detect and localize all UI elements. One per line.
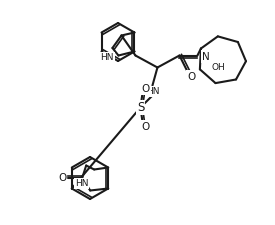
Text: OH: OH	[211, 63, 225, 72]
Text: HN: HN	[100, 53, 114, 62]
Text: O: O	[187, 72, 196, 81]
Text: HN: HN	[75, 179, 88, 188]
Text: N: N	[202, 52, 210, 61]
Text: S: S	[137, 101, 144, 114]
Text: HN: HN	[146, 87, 159, 96]
Text: O: O	[141, 122, 150, 131]
Text: O: O	[141, 83, 150, 94]
Text: O: O	[58, 173, 66, 183]
